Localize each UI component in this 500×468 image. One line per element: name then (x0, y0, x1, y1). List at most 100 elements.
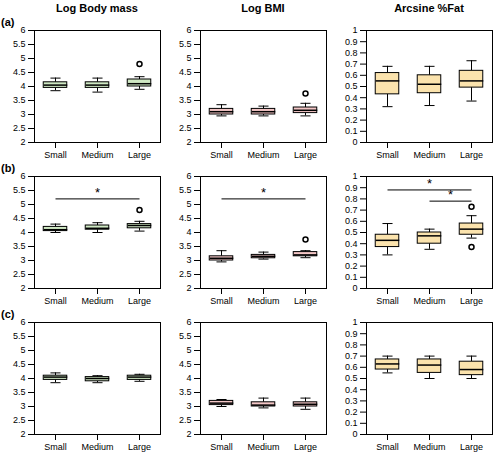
svg-text:4.5: 4.5 (179, 359, 192, 369)
svg-text:Large: Large (460, 442, 483, 452)
svg-text:0.4: 0.4 (345, 385, 358, 395)
svg-text:Medium: Medium (413, 296, 445, 306)
svg-text:6: 6 (186, 317, 191, 327)
svg-text:Medium: Medium (413, 442, 445, 452)
svg-text:Large: Large (294, 296, 317, 306)
svg-text:0.5: 0.5 (345, 227, 358, 237)
svg-text:5.5: 5.5 (179, 185, 192, 195)
svg-text:0.8: 0.8 (345, 48, 358, 58)
svg-text:3: 3 (20, 109, 25, 119)
svg-text:Large: Large (128, 150, 151, 160)
svg-text:*: * (261, 185, 266, 200)
svg-text:5.5: 5.5 (179, 39, 192, 49)
svg-text:4: 4 (20, 81, 25, 91)
svg-text:Medium: Medium (247, 150, 279, 160)
svg-text:3.5: 3.5 (13, 95, 26, 105)
svg-text:4.5: 4.5 (179, 213, 192, 223)
svg-text:0.9: 0.9 (345, 329, 358, 339)
svg-text:0: 0 (352, 137, 357, 147)
svg-text:0.9: 0.9 (345, 183, 358, 193)
svg-text:5.5: 5.5 (179, 331, 192, 341)
svg-text:Small: Small (376, 150, 399, 160)
svg-text:Small: Small (210, 442, 233, 452)
svg-text:0.3: 0.3 (345, 396, 358, 406)
svg-text:5: 5 (186, 199, 191, 209)
svg-text:3.5: 3.5 (13, 387, 26, 397)
svg-text:4.5: 4.5 (13, 213, 26, 223)
svg-text:0: 0 (352, 283, 357, 293)
svg-text:Medium: Medium (81, 442, 113, 452)
svg-text:2: 2 (20, 283, 25, 293)
svg-text:Large: Large (128, 296, 151, 306)
svg-text:3: 3 (20, 255, 25, 265)
svg-text:3.5: 3.5 (179, 241, 192, 251)
svg-text:4: 4 (186, 81, 191, 91)
svg-text:0.4: 0.4 (345, 93, 358, 103)
svg-text:0.7: 0.7 (345, 351, 358, 361)
svg-text:Small: Small (44, 442, 67, 452)
svg-text:Small: Small (376, 442, 399, 452)
svg-text:0: 0 (352, 429, 357, 439)
svg-text:Medium: Medium (247, 296, 279, 306)
svg-text:*: * (448, 187, 453, 202)
svg-text:0.6: 0.6 (345, 70, 358, 80)
svg-text:Medium: Medium (81, 150, 113, 160)
svg-text:3.5: 3.5 (179, 95, 192, 105)
svg-text:0.2: 0.2 (345, 261, 358, 271)
svg-text:Large: Large (294, 442, 317, 452)
svg-text:0.1: 0.1 (345, 418, 358, 428)
svg-text:0.2: 0.2 (345, 407, 358, 417)
svg-text:3: 3 (186, 109, 191, 119)
svg-text:0.5: 0.5 (345, 81, 358, 91)
svg-text:4.5: 4.5 (179, 67, 192, 77)
svg-text:0.6: 0.6 (345, 362, 358, 372)
svg-text:6: 6 (20, 171, 25, 181)
svg-text:2.5: 2.5 (13, 415, 26, 425)
svg-text:0.7: 0.7 (345, 59, 358, 69)
svg-text:0.3: 0.3 (345, 250, 358, 260)
svg-text:0.8: 0.8 (345, 194, 358, 204)
svg-text:Small: Small (210, 296, 233, 306)
svg-text:0.5: 0.5 (345, 373, 358, 383)
svg-text:3: 3 (186, 401, 191, 411)
svg-text:6: 6 (186, 171, 191, 181)
svg-text:Small: Small (44, 296, 67, 306)
svg-text:4.5: 4.5 (13, 67, 26, 77)
svg-text:1: 1 (352, 317, 357, 327)
svg-text:5.5: 5.5 (13, 331, 26, 341)
svg-text:6: 6 (20, 25, 25, 35)
svg-text:5.5: 5.5 (13, 185, 26, 195)
svg-text:2.5: 2.5 (179, 123, 192, 133)
svg-text:3: 3 (20, 401, 25, 411)
svg-text:Medium: Medium (247, 442, 279, 452)
svg-text:4: 4 (186, 227, 191, 237)
svg-text:5: 5 (20, 345, 25, 355)
svg-text:Small: Small (376, 296, 399, 306)
svg-text:Small: Small (210, 150, 233, 160)
svg-text:0.1: 0.1 (345, 272, 358, 282)
svg-text:5.5: 5.5 (13, 39, 26, 49)
svg-text:2.5: 2.5 (179, 415, 192, 425)
svg-text:0.6: 0.6 (345, 216, 358, 226)
svg-text:0.4: 0.4 (345, 239, 358, 249)
svg-text:2.5: 2.5 (179, 269, 192, 279)
svg-text:Large: Large (460, 296, 483, 306)
svg-text:Large: Large (128, 442, 151, 452)
svg-text:2: 2 (20, 429, 25, 439)
svg-text:1: 1 (352, 25, 357, 35)
svg-text:6: 6 (186, 25, 191, 35)
svg-text:5: 5 (20, 53, 25, 63)
svg-text:2: 2 (20, 137, 25, 147)
svg-text:4: 4 (20, 373, 25, 383)
svg-text:1: 1 (352, 171, 357, 181)
svg-text:Medium: Medium (413, 150, 445, 160)
svg-text:5: 5 (20, 199, 25, 209)
svg-text:2.5: 2.5 (13, 269, 26, 279)
svg-text:0.2: 0.2 (345, 115, 358, 125)
svg-text:0.3: 0.3 (345, 104, 358, 114)
svg-text:Small: Small (44, 150, 67, 160)
svg-text:2: 2 (186, 137, 191, 147)
svg-text:0.1: 0.1 (345, 126, 358, 136)
svg-text:0.8: 0.8 (345, 340, 358, 350)
svg-text:2.5: 2.5 (13, 123, 26, 133)
